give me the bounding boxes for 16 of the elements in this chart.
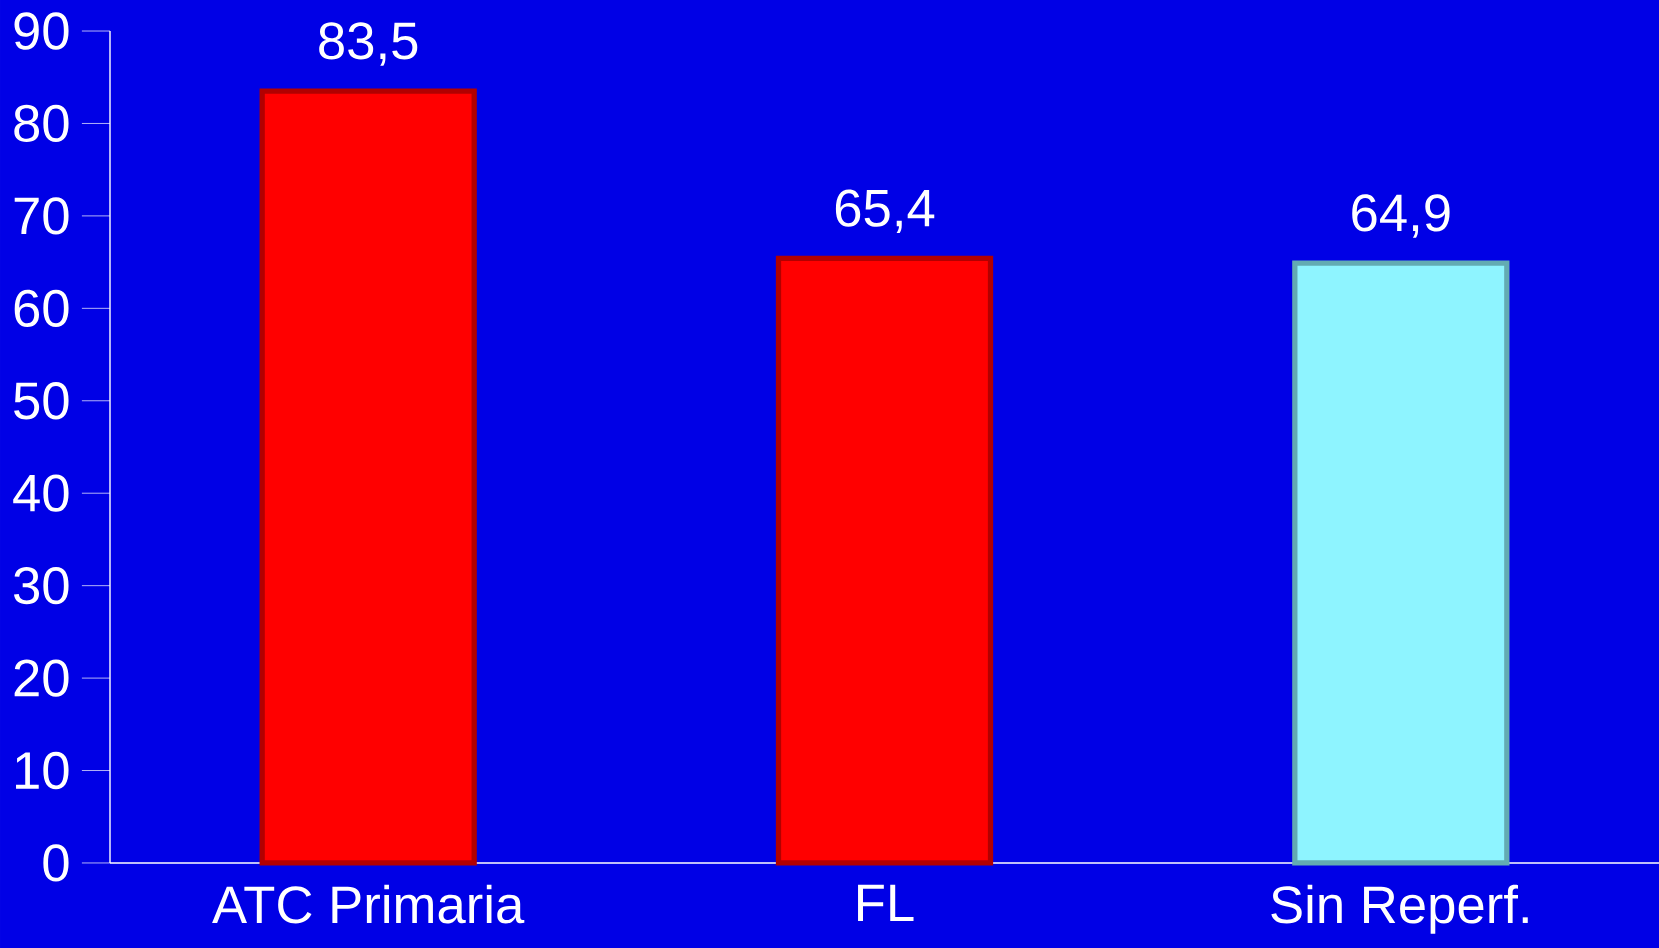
y-tick-label: 50: [14, 382, 69, 420]
y-tick-label: 60: [14, 289, 69, 327]
x-tick-label: ATC Primaria: [212, 884, 525, 924]
y-tick-label: 30: [13, 566, 69, 605]
y-tick-label: 90: [14, 12, 69, 50]
y-tick-label: 0: [43, 844, 69, 882]
data-label: 65,4: [835, 189, 935, 234]
y-tick-label: 80: [14, 104, 69, 143]
y-tick-label: 20: [14, 659, 69, 697]
y-tick-label: 40: [13, 474, 69, 512]
x-tick-label: FL: [858, 884, 914, 922]
data-label: 64,9: [1352, 194, 1450, 238]
y-tick-label: 70: [14, 197, 69, 235]
y-tick-label: 10: [16, 751, 69, 790]
data-label: 83,5: [319, 22, 418, 66]
x-tick-label: Sin Reperf.: [1271, 884, 1528, 934]
